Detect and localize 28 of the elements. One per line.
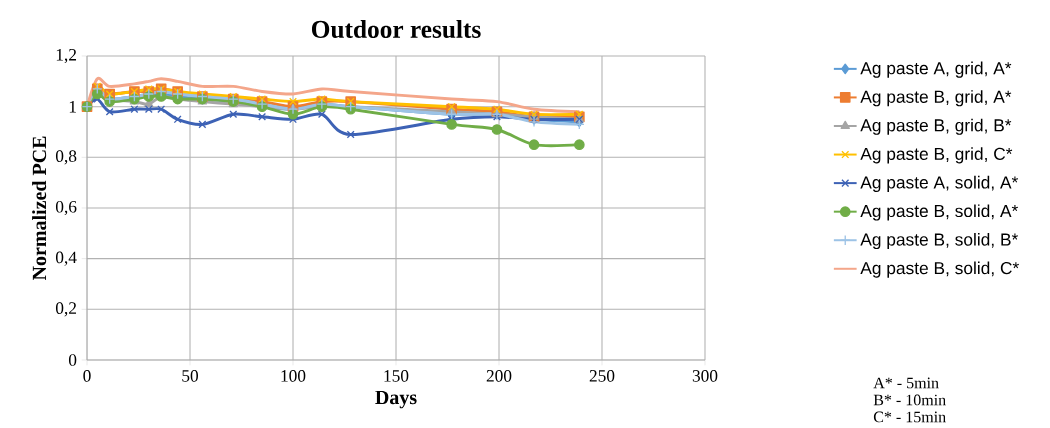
text: C* - 15min: [873, 411, 946, 423]
y-axis-title: Normalized PCE: [32, 136, 47, 281]
legend-label: Ag paste A, grid, A*: [860, 61, 1012, 78]
legend-label: Ag paste B, grid, C*: [860, 147, 1013, 164]
y-tick-label: 0,2: [55, 302, 77, 317]
legend-label: Ag paste A, solid, A*: [860, 175, 1019, 192]
y-tick-label: 0,4: [55, 251, 77, 266]
y-tick-label: 0,6: [55, 200, 77, 216]
x-tick-label: 250: [589, 370, 615, 382]
x-tick-label: 0: [83, 370, 91, 382]
x-tick-label: 100: [281, 370, 306, 382]
text: A* - 5min: [873, 377, 939, 389]
legend-label: Ag paste B, solid, C*: [860, 261, 1019, 278]
y-tick-label: 0,8: [55, 150, 77, 165]
y-tick-label: 1: [69, 100, 76, 113]
legend-label: Ag paste B, solid, B*: [860, 232, 1019, 250]
x-tick-label: 200: [486, 370, 512, 382]
y-tick-label: 1,2: [56, 48, 77, 64]
legend-label: Ag paste B, grid, A*: [860, 90, 1012, 107]
legend-label: Ag paste B, solid, A*: [860, 204, 1019, 221]
x-axis-title: Days: [375, 390, 417, 409]
legend-label: Ag paste B, grid, B*: [860, 118, 1012, 135]
x-tick-label: 300: [692, 370, 718, 382]
text: B* - 10min: [873, 394, 946, 406]
chart-title: Outdoor results: [311, 20, 481, 38]
y-tick-label: 0: [68, 354, 77, 366]
x-tick-label: 50: [182, 370, 199, 382]
x-tick-label: 150: [384, 370, 409, 382]
